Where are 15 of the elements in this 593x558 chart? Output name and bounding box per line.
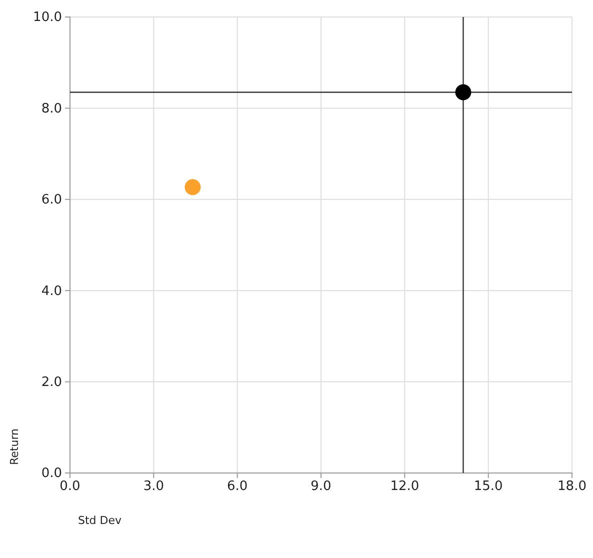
x-axis-title: Std Dev (78, 514, 122, 527)
y-tick-label: 8.0 (41, 101, 62, 116)
y-tick-label: 10.0 (33, 10, 62, 26)
x-tick-label: 6.0 (226, 479, 248, 494)
y-tick-label: 6.0 (41, 192, 62, 208)
y-axis-title: Return (8, 428, 21, 465)
x-tick-label: 9.0 (310, 479, 332, 494)
x-tick-label: 12.0 (390, 479, 420, 494)
y-tick-label: 4.0 (41, 284, 62, 299)
y-tick-label: 2.0 (41, 374, 62, 390)
x-tick-label: 15.0 (474, 479, 503, 494)
y-tick-label: 0.0 (41, 466, 62, 482)
x-tick-label: 3.0 (143, 479, 164, 494)
x-tick-label: 0.0 (60, 479, 80, 494)
x-tick-label: 18.0 (558, 479, 586, 494)
